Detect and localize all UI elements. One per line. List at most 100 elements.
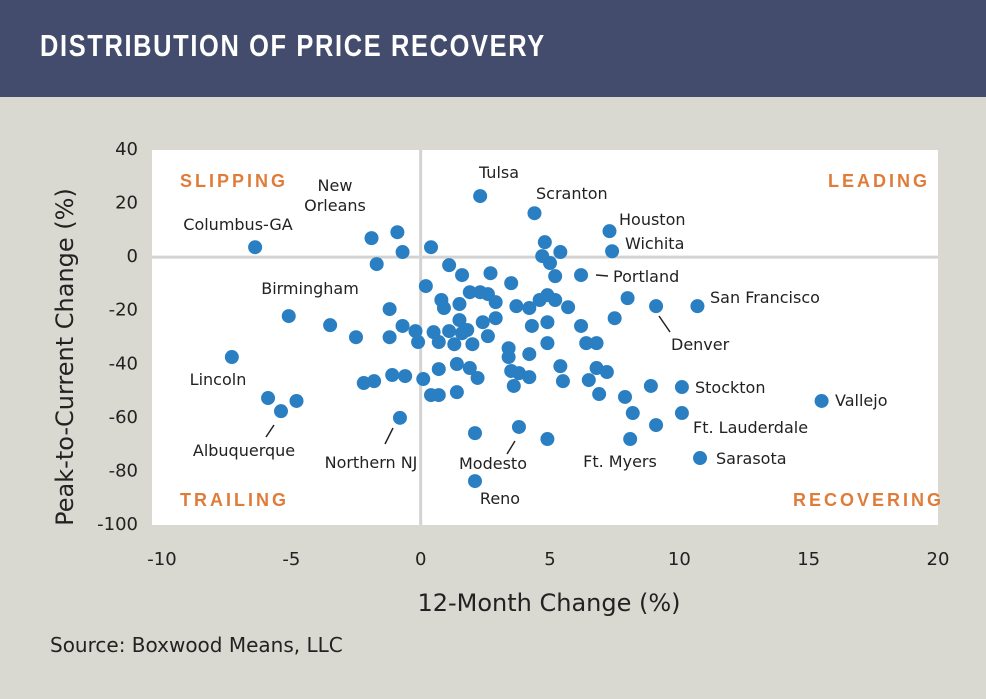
x-tick-label: 5 — [544, 549, 555, 570]
data-point — [553, 245, 568, 260]
y-tick-label: 0 — [127, 246, 138, 267]
data-point — [364, 231, 379, 246]
point-label: Stockton — [695, 378, 766, 397]
data-point — [623, 432, 638, 447]
data-point — [452, 313, 467, 328]
y-axis-label: Peak-to-Current Change (%) — [51, 188, 79, 526]
leader-line — [595, 274, 609, 277]
data-point — [452, 297, 467, 312]
point-label: Lincoln — [189, 370, 247, 389]
data-point — [524, 318, 539, 333]
leader-line — [658, 315, 671, 333]
data-point — [418, 279, 433, 294]
point-label: Denver — [671, 335, 730, 354]
data-point — [431, 335, 446, 350]
header-bar — [0, 0, 986, 97]
data-point — [690, 299, 705, 314]
data-point — [261, 391, 276, 406]
x-tick-label: -5 — [282, 549, 300, 570]
data-point — [522, 347, 537, 362]
data-point — [674, 406, 689, 421]
data-point — [561, 300, 576, 315]
data-point — [442, 324, 457, 339]
y-tick-label: -80 — [109, 460, 138, 481]
data-point — [323, 318, 338, 333]
data-point — [589, 336, 604, 351]
data-point — [392, 410, 407, 425]
data-point — [581, 373, 596, 388]
data-point — [349, 330, 363, 345]
point-label: Birmingham — [261, 279, 359, 298]
data-point — [467, 426, 482, 441]
point-label: New Orleans — [304, 176, 366, 215]
data-point — [382, 302, 397, 317]
data-point — [480, 329, 495, 344]
point-label: Reno — [479, 489, 521, 508]
data-point — [460, 323, 475, 337]
data-point — [605, 244, 620, 259]
y-tick-label: 40 — [115, 139, 138, 160]
data-point — [643, 378, 658, 393]
data-point — [449, 357, 464, 372]
source-note: Source: Boxwood Means, LLC — [50, 633, 343, 657]
data-point — [382, 330, 397, 345]
data-point — [509, 299, 524, 314]
data-point — [620, 291, 635, 306]
point-label: Tulsa — [478, 163, 520, 182]
data-point — [367, 374, 382, 389]
data-point — [455, 268, 470, 283]
y-tick-label: -60 — [109, 407, 138, 428]
data-point — [574, 318, 589, 333]
data-point — [436, 301, 451, 316]
point-label: Scranton — [536, 184, 608, 203]
data-point — [224, 350, 239, 365]
data-point — [537, 235, 552, 250]
data-point — [273, 404, 288, 419]
quadrant-label: LEADING — [828, 171, 930, 191]
leader-line — [384, 427, 394, 445]
x-tick-label: 10 — [668, 549, 691, 570]
data-point — [447, 337, 462, 352]
data-point — [501, 341, 516, 356]
data-point — [424, 388, 439, 403]
data-point — [431, 362, 446, 377]
data-point — [527, 206, 542, 221]
point-label: Columbus-GA — [183, 215, 293, 234]
data-point — [465, 337, 480, 352]
x-axis-label: 12-Month Change (%) — [417, 589, 680, 617]
y-tick-label: -20 — [109, 300, 138, 321]
point-label: Albuquerque — [192, 441, 296, 460]
data-point — [579, 336, 594, 351]
data-point — [398, 369, 413, 384]
x-tick-label: 20 — [927, 549, 950, 570]
data-point — [592, 387, 607, 402]
point-label: Sarasota — [716, 449, 787, 468]
data-point — [411, 335, 426, 350]
data-point — [356, 376, 371, 391]
x-tick-label: 0 — [415, 549, 426, 570]
data-point — [522, 370, 537, 385]
leader-line — [506, 440, 516, 455]
data-point — [693, 451, 708, 466]
chart-title: DISTRIBUTION OF PRICE RECOVERY — [40, 28, 546, 63]
data-point — [540, 432, 555, 447]
data-point — [470, 370, 485, 385]
data-point — [467, 474, 482, 489]
point-label: Houston — [619, 210, 686, 229]
point-label: Modesto — [459, 454, 527, 473]
data-point — [574, 268, 589, 283]
data-point — [385, 368, 400, 382]
data-point — [649, 418, 664, 433]
quadrant-label: SLIPPING — [180, 171, 289, 191]
data-point — [540, 315, 555, 330]
point-label: Vallejo — [835, 391, 888, 410]
x-tick-label: -10 — [147, 549, 176, 570]
point-label: Portland — [613, 267, 680, 286]
data-point — [390, 225, 405, 240]
data-point — [281, 309, 296, 324]
data-point — [553, 359, 568, 374]
data-point — [424, 240, 439, 255]
data-point — [369, 257, 384, 272]
quadrant-label: RECOVERING — [793, 490, 945, 510]
data-point — [674, 380, 689, 395]
